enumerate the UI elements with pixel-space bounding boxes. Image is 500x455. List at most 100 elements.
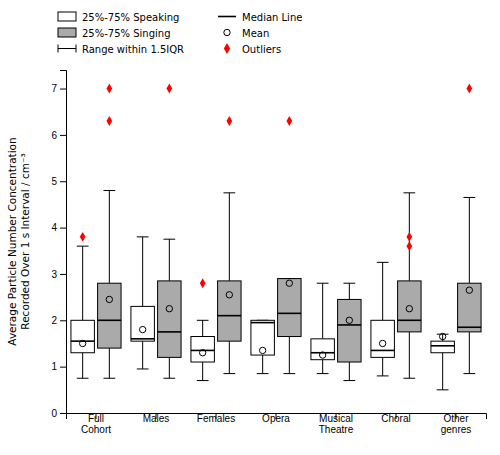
outlier: [106, 84, 112, 94]
y-tick: 5: [51, 176, 66, 187]
whisker-high: [349, 283, 350, 299]
x-tick: FullCohort: [81, 413, 111, 435]
box: [431, 333, 454, 390]
outlier: [80, 232, 86, 242]
whisker-low: [289, 337, 290, 374]
legend-symbol: [58, 45, 76, 53]
legend-patch: [58, 28, 76, 37]
y-tick: 4: [51, 222, 66, 233]
box: [131, 237, 154, 369]
x-tick: MusicalTheatre: [319, 413, 354, 435]
cap-low: [163, 378, 175, 379]
cap-high: [223, 192, 235, 193]
whisker-high: [229, 193, 230, 281]
median: [371, 350, 394, 352]
whisker-low: [322, 360, 323, 374]
whisker-low: [229, 341, 230, 373]
median: [398, 319, 421, 321]
chart: 01234567FullCohortMalesFemalesOperaMusic…: [0, 0, 500, 455]
series: [71, 232, 454, 390]
median: [338, 324, 361, 326]
outlier: [226, 116, 232, 126]
mean: [439, 333, 445, 339]
y-axis: 01234567: [51, 71, 66, 419]
mean: [199, 350, 205, 356]
whisker-low: [142, 341, 143, 369]
text-line: Females: [197, 413, 235, 424]
cap-low: [437, 389, 449, 390]
x-tick-label: Males: [143, 413, 170, 424]
outlier: [286, 116, 292, 126]
legend-item: 25%-75% Singing: [58, 28, 171, 39]
cap-high: [137, 236, 149, 237]
x-tick-label: Choral: [381, 413, 410, 424]
y-tick-label: 0: [51, 408, 57, 419]
outlier: [406, 241, 412, 251]
y-tick-label: 6: [51, 130, 57, 141]
cap-low: [377, 375, 389, 376]
whisker-high: [82, 246, 83, 320]
legend-symbol: [58, 28, 76, 37]
mean: [226, 292, 232, 298]
y-tick-mark: [60, 367, 66, 368]
text-line: Full: [88, 413, 104, 424]
cap-high: [77, 246, 89, 247]
plot: 01234567FullCohortMalesFemalesOperaMusic…: [51, 71, 486, 436]
marks: [71, 84, 481, 390]
whisker-high: [202, 320, 203, 336]
box-iqr: [371, 320, 394, 357]
legend-item: Mean: [224, 28, 269, 39]
cap-low: [137, 368, 149, 369]
text-line: Other: [443, 413, 469, 424]
legend-symbol: [224, 43, 230, 54]
legend-line: [218, 16, 236, 18]
text-line: Theatre: [319, 424, 354, 435]
legend-label: Outliers: [242, 44, 281, 55]
y-tick: 1: [51, 361, 66, 372]
text-line: Average Particle Number Concentration: [6, 137, 18, 345]
outlier: [106, 116, 112, 126]
legend-circle: [224, 29, 230, 35]
legend-label: Median Line: [242, 12, 302, 23]
cap-low: [223, 373, 235, 374]
whisker-low: [202, 362, 203, 381]
y-tick-mark: [60, 181, 66, 182]
text-line: genres: [441, 424, 472, 435]
legend-whisker: [58, 48, 76, 49]
cap-high: [317, 283, 329, 284]
whisker-low: [409, 332, 410, 378]
mean: [346, 317, 352, 323]
mean: [79, 340, 85, 346]
x-tick: Males: [143, 413, 170, 424]
legend-whisker-cap: [76, 45, 77, 53]
box-iqr: [431, 341, 454, 353]
cap-high: [343, 283, 355, 284]
box-iqr: [278, 279, 301, 337]
mean: [166, 306, 172, 312]
legend-patch: [58, 12, 76, 21]
mean: [259, 347, 265, 353]
box-iqr: [71, 320, 94, 352]
whisker-high: [109, 191, 110, 284]
median: [278, 313, 301, 315]
legend-symbol: [218, 16, 236, 17]
x-tick-label: Opera: [262, 413, 290, 424]
box: [98, 84, 121, 379]
box: [71, 232, 94, 378]
whisker-high: [169, 239, 170, 281]
cap-low: [343, 380, 355, 381]
cap-high: [377, 262, 389, 263]
y-tick-mark: [60, 228, 66, 229]
mean: [406, 306, 412, 312]
box: [458, 84, 481, 374]
box: [218, 116, 241, 374]
mean: [379, 340, 385, 346]
cap-low: [317, 373, 329, 374]
y-tick-mark: [60, 320, 66, 321]
y-tick: 3: [51, 269, 66, 280]
box: [338, 283, 361, 380]
median: [98, 319, 121, 321]
box-iqr: [191, 337, 214, 362]
legend-label: 25%-75% Singing: [82, 28, 171, 39]
legend-label: Mean: [242, 28, 269, 39]
